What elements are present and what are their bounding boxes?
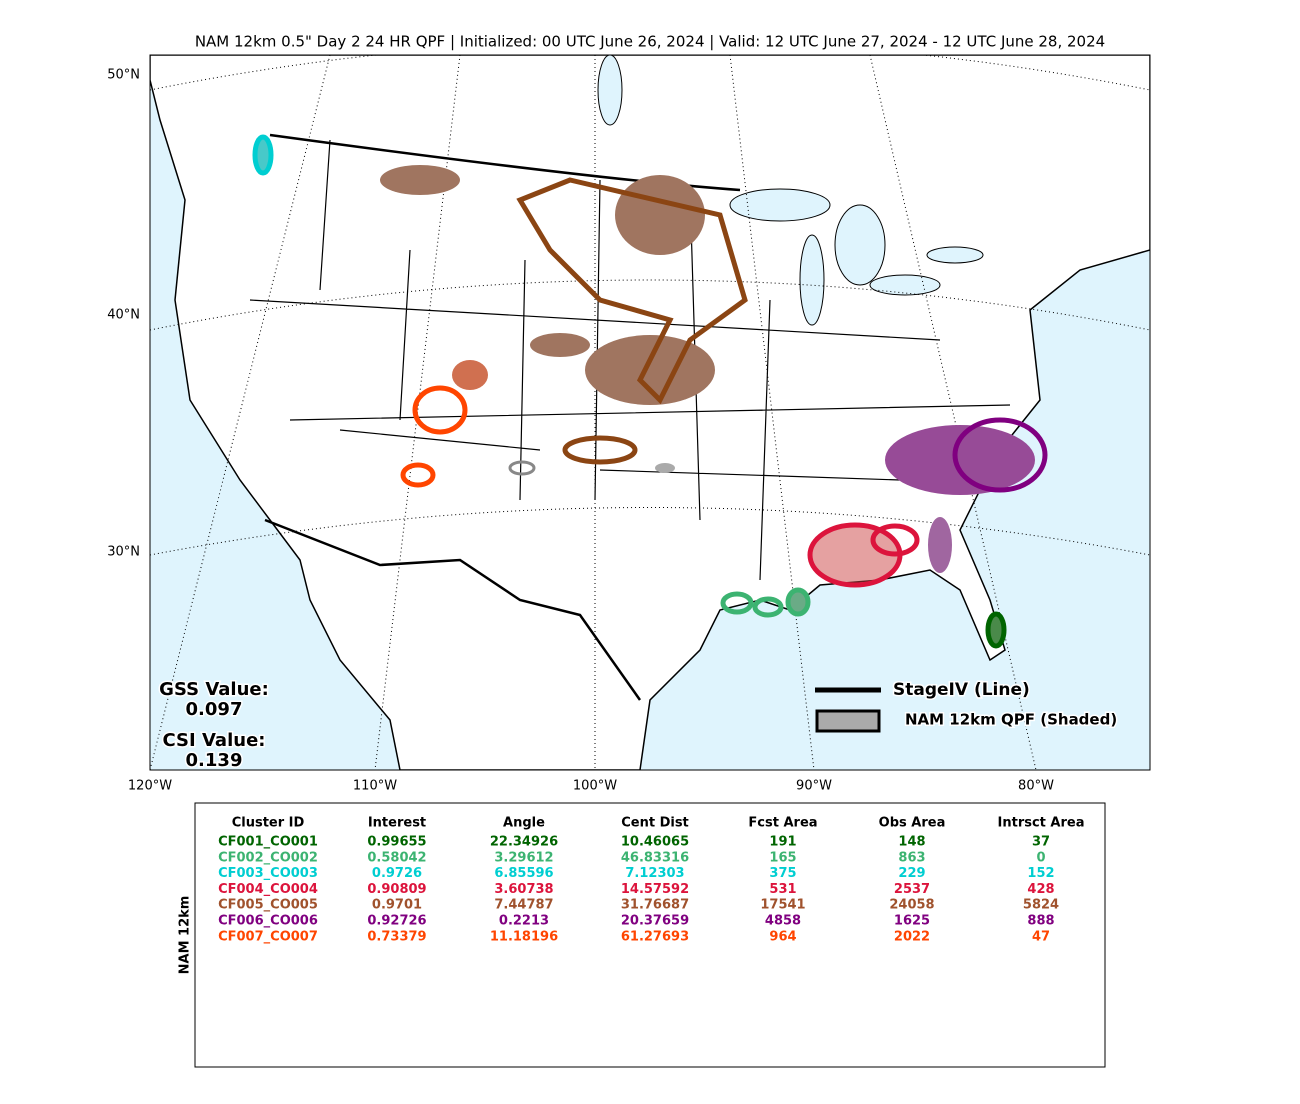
lat-label: 30°N (107, 545, 140, 560)
table-cell: 2022 (894, 929, 930, 944)
table-cell: 428 (1027, 882, 1054, 897)
lat-label: 50°N (107, 68, 140, 83)
table-cell: 0.58042 (367, 850, 426, 865)
table-cell: CF002_CO002 (218, 850, 318, 865)
table-cell: 47 (1032, 929, 1050, 944)
table-cell: 1625 (894, 914, 930, 929)
map: 50°N 40°N 30°N 120°W 110°W 100°W 90°W 80… (107, 54, 1151, 794)
table-cell: 531 (769, 882, 796, 897)
table-cell: CF001_CO001 (218, 835, 318, 850)
table-cell: 4858 (765, 914, 801, 929)
table-cell: 7.44787 (494, 898, 553, 913)
table-cell: 0.2213 (499, 914, 549, 929)
table-cell: 3.29612 (494, 850, 553, 865)
table-cell: 31.76687 (621, 898, 689, 913)
table-cell: 888 (1027, 914, 1054, 929)
lon-label: 80°W (1018, 779, 1054, 794)
table-cell: 20.37659 (621, 914, 689, 929)
csi-label: CSI Value: (163, 730, 266, 751)
great-lakes (597, 55, 984, 326)
legend: StageIV (Line) NAM 12km QPF (Shaded) (815, 679, 1119, 733)
table-cell: 964 (769, 929, 796, 944)
gss-label: GSS Value: (159, 679, 269, 700)
table-cell: 0.9726 (372, 866, 422, 881)
table-cell: 22.34926 (490, 835, 558, 850)
legend-text: StageIV (Line) (893, 680, 1030, 700)
table-cell: 148 (898, 835, 925, 850)
table-cell: 0 (1036, 850, 1045, 865)
lon-label: 90°W (796, 779, 832, 794)
gss-value: 0.097 (186, 699, 243, 720)
table-cell: 2537 (894, 882, 930, 897)
table-cell: 24058 (889, 898, 934, 913)
stats-table: NAM 12km Cluster ID Interest Angle Cent Dis… (178, 802, 1106, 1068)
table-header: Cent Dist (621, 816, 689, 831)
table-cell: 229 (898, 866, 925, 881)
legend-swatch (815, 709, 881, 733)
table-cell: 5824 (1023, 898, 1059, 913)
table-cell: CF006_CO006 (218, 914, 318, 929)
lat-label: 40°N (107, 308, 140, 323)
table-cell: CF007_CO007 (218, 929, 318, 944)
table-header: Obs Area (879, 816, 946, 831)
table-cell: 191 (769, 835, 796, 850)
qpf-objects (252, 134, 1048, 649)
table-cell: 3.60738 (494, 882, 553, 897)
table-cell: 0.92726 (367, 914, 426, 929)
table-cell: 0.73379 (367, 929, 426, 944)
lon-label: 110°W (353, 779, 397, 794)
table-cell: 152 (1027, 866, 1054, 881)
table-cell: 14.57592 (621, 882, 689, 897)
table-cell: CF003_CO003 (218, 866, 318, 881)
table-cell: 0.90809 (367, 882, 426, 897)
table-side-label: NAM 12km (178, 896, 193, 975)
table-header: Cluster ID (232, 816, 305, 831)
table-cell: 0.99655 (367, 835, 426, 850)
table-cell: CF004_CO004 (218, 882, 318, 897)
table-cell: 17541 (760, 898, 805, 913)
table-cell: 7.12303 (625, 866, 684, 881)
table-cell: CF005_CO005 (218, 898, 318, 913)
table-cell: 6.85596 (494, 866, 553, 881)
table-cell: 37 (1032, 835, 1050, 850)
table-cell: 863 (898, 850, 925, 865)
table-header: Intrsct Area (998, 816, 1085, 831)
table-header: Interest (368, 816, 426, 831)
legend-text: NAM 12km QPF (Shaded) (905, 711, 1117, 729)
table-header: Fcst Area (748, 816, 817, 831)
csi-value: 0.139 (186, 750, 243, 771)
lon-label: 120°W (128, 779, 172, 794)
table-cell: 10.46065 (621, 835, 689, 850)
table-cell: 375 (769, 866, 796, 881)
lon-label: 100°W (573, 779, 617, 794)
table-cell: 11.18196 (490, 929, 558, 944)
table-header: Angle (503, 816, 545, 831)
table-cell: 46.83316 (621, 850, 689, 865)
table-cell: 0.9701 (372, 898, 422, 913)
table-cell: 165 (769, 850, 796, 865)
table-cell: 61.27693 (621, 929, 689, 944)
title: NAM 12km 0.5" Day 2 24 HR QPF | Initiali… (195, 33, 1105, 51)
